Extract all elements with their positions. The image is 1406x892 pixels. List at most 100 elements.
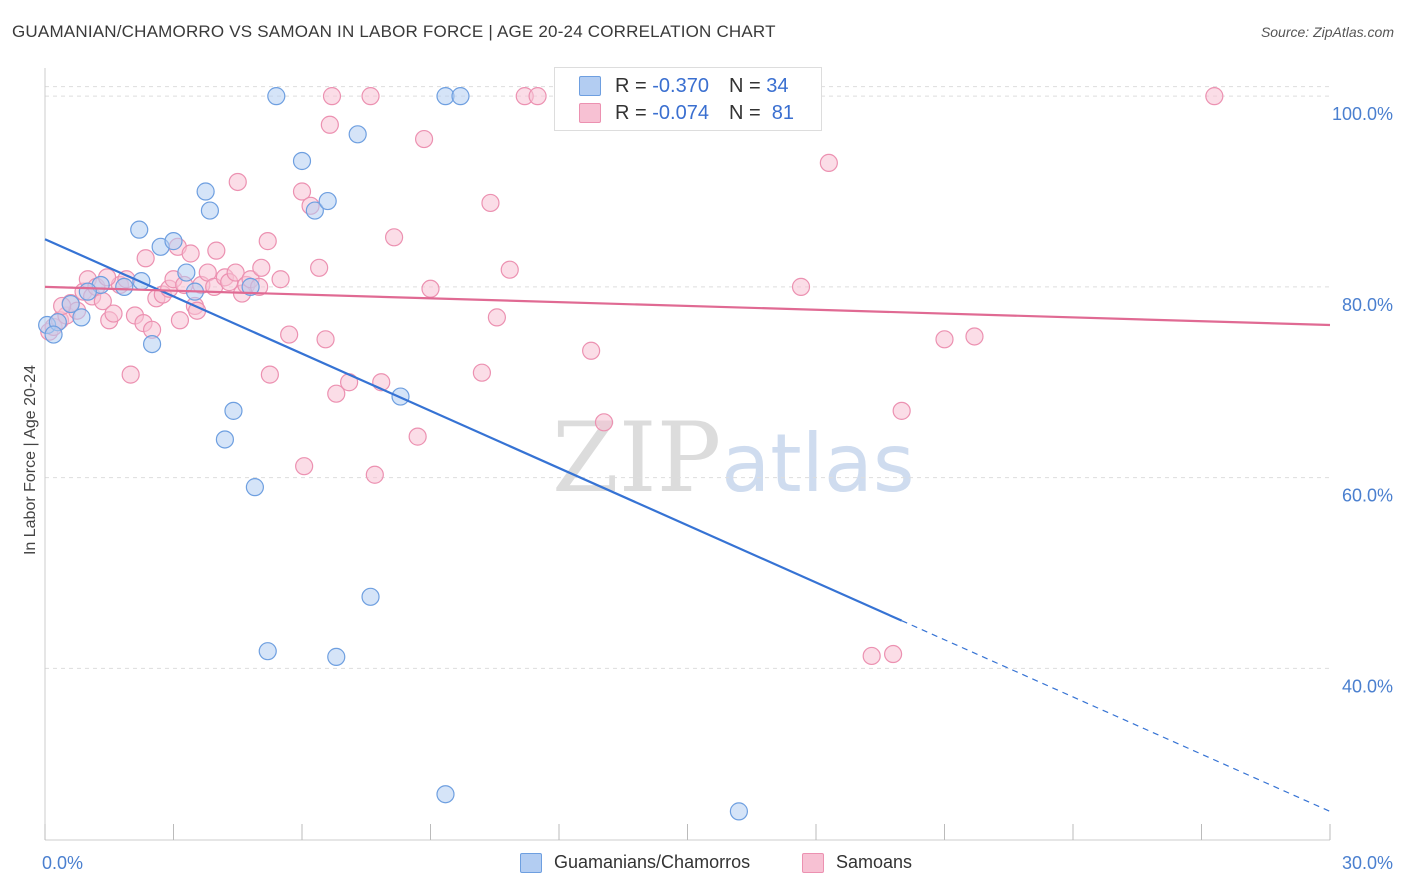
samoan-point: [791, 277, 811, 296]
guamanian-point: [729, 802, 749, 821]
r-label: R =: [615, 101, 647, 124]
samoan-point: [365, 465, 384, 484]
samoan-point: [316, 330, 335, 349]
guamanian-trend-extension: [901, 620, 1331, 812]
guamanian-point: [44, 325, 63, 344]
samoan-point: [384, 228, 404, 247]
x-tick-label: 0.0%: [42, 853, 83, 873]
samoan-point: [228, 172, 247, 192]
samoan-point: [136, 249, 155, 268]
guamanian-point: [215, 430, 234, 449]
r-label: R =: [615, 74, 647, 97]
samoan-point: [310, 258, 329, 277]
guamanian-point: [72, 308, 91, 327]
pink-swatch: [802, 852, 824, 873]
samoan-point: [594, 413, 614, 432]
guamanian-point: [327, 647, 346, 666]
n-value: 34: [766, 74, 789, 97]
guamanian-point: [61, 294, 80, 314]
samoan-point: [121, 365, 140, 384]
guamanian-point: [115, 277, 134, 296]
samoan-point: [361, 87, 380, 106]
samoan-point: [1205, 87, 1224, 106]
samoan-point: [271, 270, 290, 289]
y-tick-label: 60.0%: [1342, 486, 1393, 506]
legend-item-samoan: Samoans: [802, 852, 912, 873]
samoan-point: [421, 279, 440, 298]
source-label: Source: ZipAtlas.com: [1260, 24, 1394, 40]
series-legend: Guamanians/Chamorros Samoans: [0, 852, 1406, 878]
samoan-point: [408, 427, 427, 446]
tick-labels: 40.0% 60.0% 80.0% 100.0% 0.0% 30.0%: [42, 104, 1393, 873]
samoan-point: [260, 365, 279, 384]
guamanian-trend-line: [44, 238, 903, 622]
guamanian-point: [200, 201, 220, 220]
samoan-point: [582, 341, 601, 360]
legend-label: Samoans: [836, 852, 913, 872]
legend-item-guamanian: Guamanians/Chamorros: [520, 852, 750, 873]
y-tick-label: 40.0%: [1342, 676, 1393, 696]
samoan-point: [883, 644, 903, 664]
guamanian-point: [241, 277, 260, 296]
samoan-point: [280, 325, 299, 344]
samoan-point: [292, 182, 312, 201]
guamanian-point: [451, 87, 470, 106]
samoan-point: [226, 263, 245, 282]
samoan-point: [892, 401, 911, 420]
r-value: -0.074: [652, 101, 709, 124]
guamanian-point: [224, 401, 243, 420]
pink-swatch: [579, 103, 601, 123]
guamanian-point: [258, 642, 277, 661]
guamanian-point: [245, 478, 264, 497]
blue-swatch: [520, 852, 542, 873]
guamanian-point: [361, 587, 380, 606]
axes: [44, 68, 1331, 841]
n-label: N =: [728, 74, 761, 97]
samoan-point: [104, 304, 123, 323]
stats-row-guamanian: R = -0.370 N = 34: [579, 73, 788, 99]
y-axis-label: In Labor Force | Age 20-24: [22, 365, 39, 555]
guamanian-point: [177, 263, 196, 282]
n-value: 81: [771, 101, 795, 124]
guamanian-point: [318, 191, 337, 211]
y-tick-label: 100.0%: [1332, 104, 1393, 124]
trend-lines: [44, 238, 1331, 812]
samoan-point: [528, 87, 547, 106]
guamanian-point: [78, 282, 97, 301]
samoan-point: [481, 193, 500, 213]
guamanian-point: [292, 151, 312, 171]
legend-label: Guamanians/Chamorros: [554, 852, 751, 872]
samoan-trend-line: [44, 285, 1331, 327]
guamanian-points: [38, 87, 749, 821]
stats-row-samoan: R = -0.074 N = 81: [579, 100, 794, 126]
samoan-point: [965, 327, 984, 346]
samoan-point: [414, 129, 434, 149]
blue-swatch: [579, 76, 601, 96]
y-tick-label: 80.0%: [1342, 295, 1393, 315]
guamanian-point: [305, 201, 324, 220]
r-value: -0.370: [652, 74, 709, 97]
samoan-point: [170, 311, 190, 330]
guamanian-point: [142, 334, 162, 354]
guamanian-point: [196, 182, 215, 201]
n-label: N =: [728, 101, 761, 124]
samoan-point: [181, 244, 200, 263]
samoan-point: [862, 646, 881, 666]
guamanian-point: [164, 232, 183, 251]
samoan-point: [327, 384, 346, 403]
samoan-point: [500, 260, 519, 279]
samoan-point: [487, 308, 506, 327]
chart-title: GUAMANIAN/CHAMORRO VS SAMOAN IN LABOR FO…: [12, 22, 776, 41]
guamanian-point: [348, 125, 367, 144]
x-tick-label: 30.0%: [1342, 853, 1393, 873]
watermark-zip: ZIP: [552, 402, 722, 514]
samoan-points: [40, 87, 1224, 666]
watermark-atlas: atlas: [721, 417, 915, 510]
watermark: ZIPatlas: [552, 402, 915, 514]
samoan-point: [819, 153, 838, 173]
guamanian-point: [436, 785, 455, 804]
guamanian-point: [130, 220, 149, 239]
samoan-point: [320, 115, 339, 134]
samoan-point: [207, 241, 226, 260]
